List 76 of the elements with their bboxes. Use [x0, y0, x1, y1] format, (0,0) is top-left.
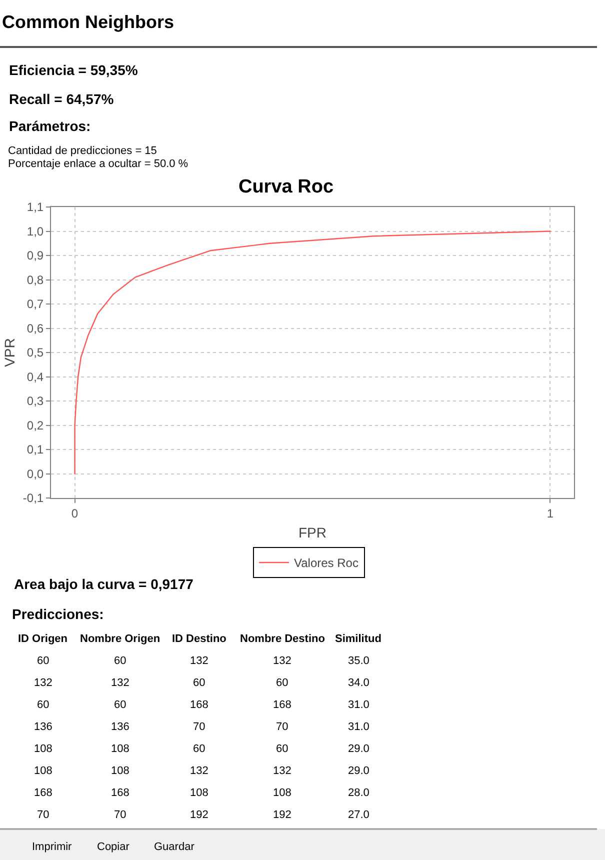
y-axis-title: VPR: [2, 338, 18, 367]
y-tick-label: 0,8: [26, 272, 44, 287]
text: 168: [273, 699, 292, 711]
text: Area bajo la curva = 0,9177: [14, 576, 194, 592]
text: Parámetros:: [9, 118, 91, 134]
y-tick-label: 1,1: [26, 200, 44, 214]
y-tick-label: 0,3: [26, 394, 44, 408]
text: ID Origen: [18, 633, 68, 645]
text: 35.0: [348, 655, 370, 667]
y-tick-label: 0,2: [26, 418, 44, 432]
text: Cantidad de predicciones = 15: [8, 145, 157, 157]
text: 108: [273, 787, 292, 799]
text: Recall = 64,57%: [9, 91, 114, 107]
text: Nombre Destino: [240, 633, 326, 645]
text: 28.0: [348, 787, 370, 799]
text: Copiar: [97, 841, 130, 853]
text: 132: [34, 677, 52, 689]
text: 60: [193, 743, 206, 755]
y-tick-label: 0,7: [26, 297, 44, 312]
text: 60: [37, 699, 50, 711]
text: Eficiencia = 59,35%: [9, 62, 138, 78]
text: 108: [111, 743, 130, 755]
text: 70: [114, 809, 126, 821]
text: Imprimir: [32, 841, 72, 853]
text: 132: [111, 677, 130, 689]
y-tick-label: 0,4: [26, 370, 44, 384]
text: Predicciones:: [12, 606, 104, 622]
x-tick-label: 0: [71, 506, 78, 520]
text: 70: [276, 721, 288, 733]
text: 132: [273, 655, 292, 667]
text: Guardar: [154, 841, 195, 853]
text: 60: [114, 655, 126, 667]
text: 60: [37, 655, 50, 667]
text: Nombre Origen: [80, 633, 160, 645]
text: 192: [190, 809, 208, 821]
y-tick-label: 1,0: [26, 224, 44, 238]
x-tick-label: 1: [546, 506, 554, 520]
text: 132: [273, 765, 292, 777]
y-tick-label: 0,0: [26, 466, 44, 481]
text: 108: [34, 743, 52, 755]
text: 70: [37, 809, 50, 821]
text: 29.0: [348, 743, 370, 755]
y-tick-label: -0,1: [22, 491, 44, 506]
text: 108: [111, 765, 130, 777]
text: 34.0: [348, 677, 370, 689]
text: 136: [111, 721, 130, 733]
text: Similitud: [335, 633, 382, 645]
text: 132: [190, 655, 208, 667]
x-axis-title: FPR: [298, 524, 326, 541]
text: ID Destino: [172, 633, 227, 645]
legend-label: Valores Roc: [294, 556, 358, 570]
text: 29.0: [348, 765, 370, 777]
text: 132: [190, 765, 208, 777]
text: Common Neighbors: [2, 12, 174, 32]
text: 136: [34, 721, 52, 733]
y-tick-label: 0,6: [26, 321, 44, 336]
text: 31.0: [348, 721, 370, 733]
text: 70: [193, 721, 206, 733]
text: 168: [190, 699, 208, 711]
text: 192: [273, 809, 292, 821]
text: 31.0: [348, 699, 370, 711]
text: 60: [276, 743, 288, 755]
text: 108: [190, 787, 208, 799]
text: 60: [276, 677, 288, 689]
text: 108: [34, 765, 52, 777]
text: Porcentaje enlace a ocultar = 50.0 %: [8, 158, 188, 170]
line-series: [74, 230, 551, 474]
y-tick-label: 0,1: [26, 442, 44, 457]
chart-title: Curva Roc: [238, 176, 334, 198]
text: 168: [111, 787, 130, 799]
text: 168: [34, 787, 52, 799]
text: 60: [193, 677, 206, 689]
text: 60: [114, 699, 126, 711]
text: 27.0: [348, 809, 370, 821]
y-tick-label: 0,5: [26, 346, 44, 360]
y-tick-label: 0,9: [26, 248, 44, 263]
